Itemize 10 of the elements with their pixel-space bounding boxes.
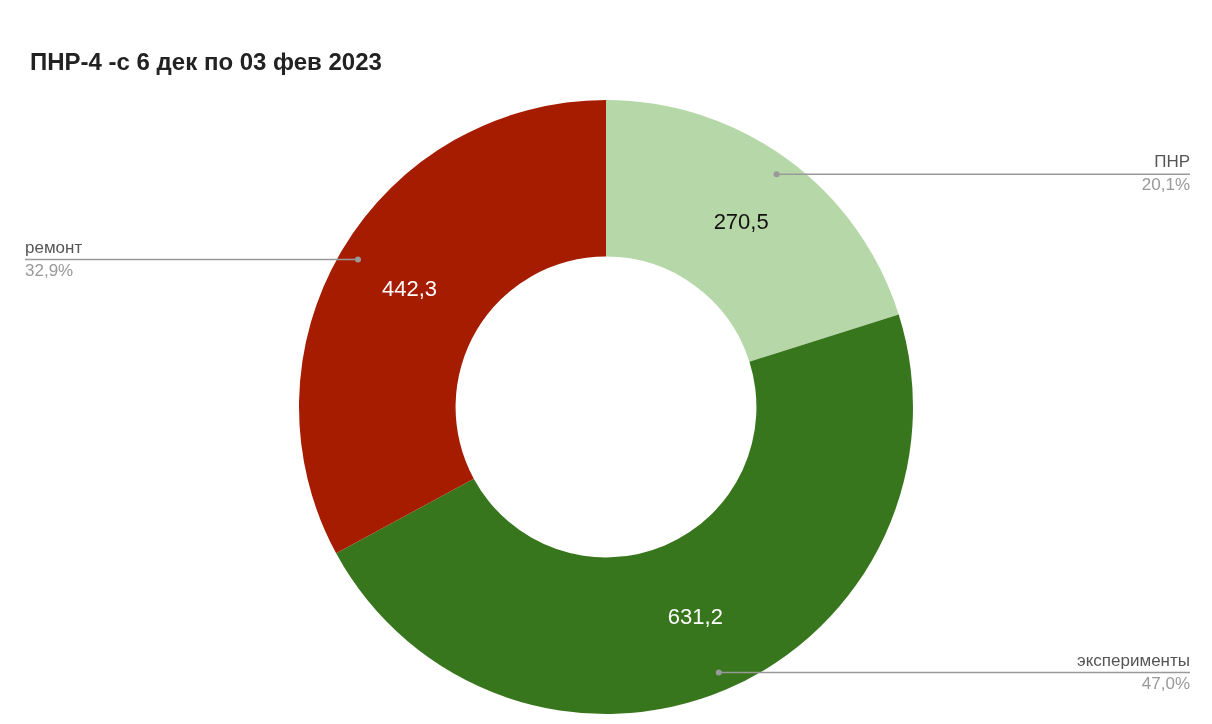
slice-label: ПНР [1154, 152, 1190, 172]
slice-label: эксперименты [1077, 650, 1190, 670]
data-label: 442,3 [381, 276, 437, 302]
text: 32,9% [25, 260, 74, 280]
data-label: 631,2 [667, 603, 723, 629]
data-label: 270,5 [713, 208, 769, 234]
chart-title: ПНР-4 -с 6 дек по 03 фев 2023 [30, 48, 382, 76]
text: 20,1% [1141, 175, 1190, 195]
text: 47,0% [1141, 673, 1190, 693]
slice-label: ремонт [25, 237, 83, 257]
